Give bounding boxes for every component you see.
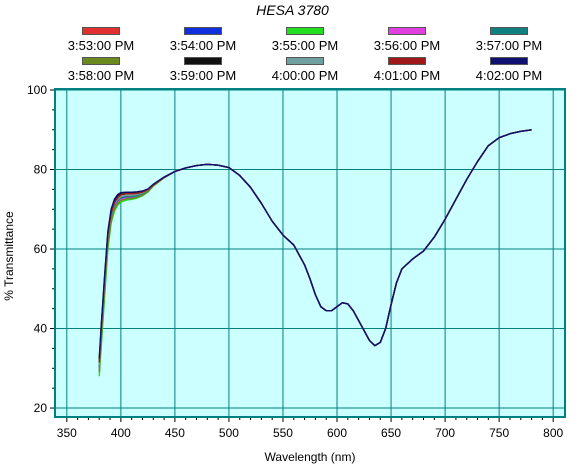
legend-item: 3:56:00 PM <box>356 27 458 55</box>
legend-swatch <box>490 27 528 35</box>
x-tick-label: 750 <box>489 426 509 440</box>
legend-swatch <box>286 27 324 35</box>
legend-label: 3:58:00 PM <box>67 68 135 83</box>
x-axis-label: Wavelength (nm) <box>264 450 356 464</box>
legend-item: 3:58:00 PM <box>50 57 152 85</box>
legend-item: 3:54:00 PM <box>152 27 254 55</box>
x-tick-label: 550 <box>273 426 293 440</box>
legend-label: 4:02:00 PM <box>475 68 543 83</box>
legend-label: 3:57:00 PM <box>475 38 543 53</box>
legend-label: 4:00:00 PM <box>271 68 339 83</box>
legend-label: 3:54:00 PM <box>169 38 237 53</box>
x-tick-label: 800 <box>543 426 563 440</box>
legend-label: 3:53:00 PM <box>67 38 135 53</box>
legend-label: 3:59:00 PM <box>169 68 237 83</box>
x-tick-label: 350 <box>57 426 77 440</box>
legend-swatch <box>286 57 324 65</box>
legend-swatch <box>490 57 528 65</box>
x-tick-label: 700 <box>435 426 455 440</box>
x-tick-label: 600 <box>327 426 347 440</box>
series-line-10 <box>98 129 532 359</box>
chart-title: HESA 3780 <box>256 2 329 18</box>
x-tick-label: 400 <box>111 426 131 440</box>
legend-item: 3:59:00 PM <box>152 57 254 85</box>
legend-swatch <box>184 57 222 65</box>
chart-legend: 3:53:00 PM 3:54:00 PM 3:55:00 PM 3:56:00 PM… <box>50 27 560 87</box>
legend-item: 3:55:00 PM <box>254 27 356 55</box>
legend-item: 3:57:00 PM <box>458 27 560 55</box>
x-tick-label: 500 <box>219 426 239 440</box>
legend-item: 4:00:00 PM <box>254 57 356 85</box>
y-tick-label: 80 <box>34 163 48 177</box>
legend-label: 3:55:00 PM <box>271 38 339 53</box>
legend-swatch <box>388 57 426 65</box>
legend-item: 4:01:00 PM <box>356 57 458 85</box>
legend-swatch <box>82 27 120 35</box>
y-tick-label: 100 <box>27 83 47 97</box>
x-tick-label: 650 <box>381 426 401 440</box>
y-tick-label: 40 <box>34 322 48 336</box>
plot-background <box>56 90 564 416</box>
legend-swatch <box>388 27 426 35</box>
x-tick-label: 450 <box>165 426 185 440</box>
legend-label: 4:01:00 PM <box>373 68 441 83</box>
legend-swatch <box>82 57 120 65</box>
legend-label: 3:56:00 PM <box>373 38 441 53</box>
legend-item: 3:53:00 PM <box>50 27 152 55</box>
legend-item: 4:02:00 PM <box>458 57 560 85</box>
y-tick-label: 60 <box>34 242 48 256</box>
y-tick-label: 20 <box>34 401 48 415</box>
legend-swatch <box>184 27 222 35</box>
